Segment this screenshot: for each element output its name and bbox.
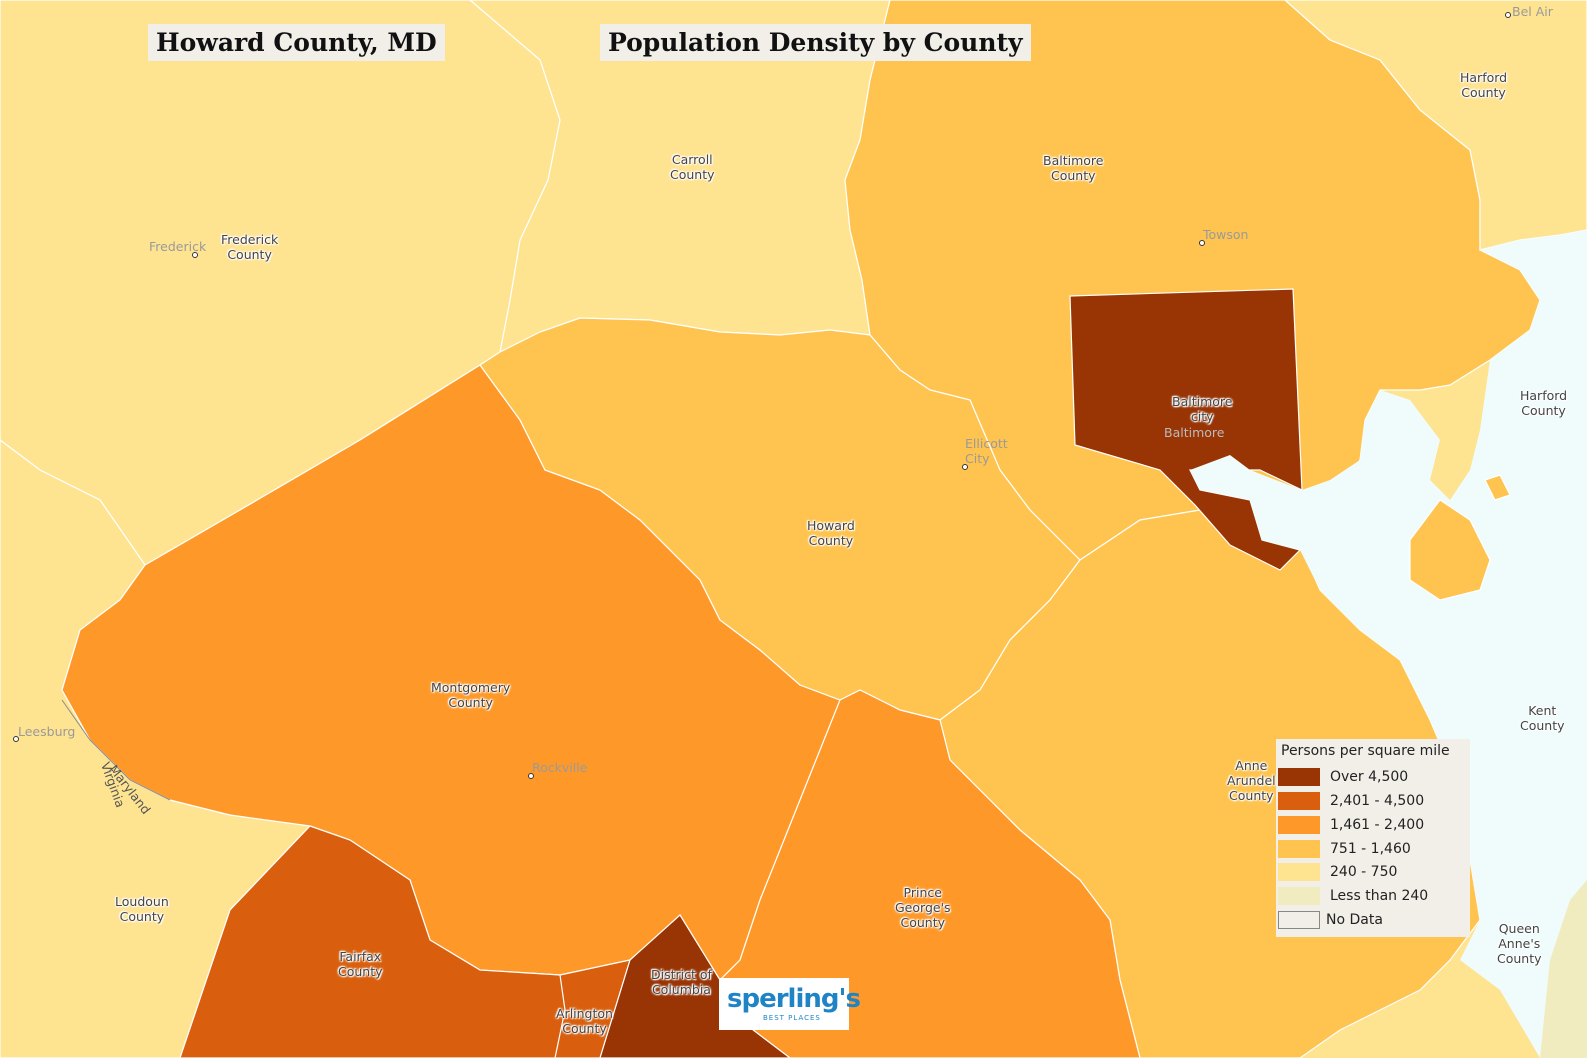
label-anne-arundel-county: Anne Arundel County xyxy=(1227,758,1276,803)
city-label-bel-air: Bel Air xyxy=(1512,4,1553,19)
label-prince-georges-county: Prince George's County xyxy=(895,885,951,930)
legend-swatch xyxy=(1278,863,1320,881)
legend-swatch xyxy=(1278,911,1320,929)
legend-label: No Data xyxy=(1326,912,1383,928)
legend-swatch xyxy=(1278,768,1320,786)
legend-item: 751 - 1,460 xyxy=(1278,838,1468,860)
legend-label: Less than 240 xyxy=(1330,888,1429,904)
label-carroll-county: Carroll County xyxy=(670,152,715,182)
legend-swatch xyxy=(1278,816,1320,834)
logo-tagline: BEST PLACES xyxy=(763,1014,821,1022)
label-arlington-county: Arlington County xyxy=(556,1006,613,1036)
label-baltimore-city: Baltimore city xyxy=(1172,394,1233,424)
sperlings-logo: sperling's BEST PLACES xyxy=(719,978,861,1030)
legend-label: 240 - 750 xyxy=(1330,864,1398,880)
label-fairfax-county: Fairfax County xyxy=(338,949,383,979)
city-label-leesburg: Leesburg xyxy=(18,724,76,739)
legend-swatch xyxy=(1278,887,1320,905)
label-kent-county: Kent County xyxy=(1520,703,1565,733)
arlington-county-region xyxy=(554,959,631,1058)
prince-georges-county-region xyxy=(719,689,1141,1058)
legend-item: 1,461 - 2,400 xyxy=(1278,814,1468,836)
state-boundary xyxy=(61,699,171,801)
city-label-baltimore: Baltimore xyxy=(1164,425,1225,440)
city-label-frederick: Frederick xyxy=(149,239,207,254)
city-dot-bel-air xyxy=(1505,12,1511,18)
eastern-shore-region xyxy=(1409,499,1491,601)
label-queen-annes-county: Queen Anne's County xyxy=(1497,921,1542,966)
city-label-rockville: Rockville xyxy=(532,760,588,775)
map-legend: Persons per square mile Over 4,500 2,401… xyxy=(1276,739,1470,937)
logo-wordmark: sperling's xyxy=(727,984,861,1014)
map-title-county: Howard County, MD xyxy=(148,24,445,61)
city-dot-frederick xyxy=(192,252,198,258)
queen-annes-shore-region xyxy=(1540,880,1587,1058)
label-frederick-county: Frederick County xyxy=(221,232,279,262)
legend-swatch xyxy=(1278,840,1320,858)
city-dot-rockville xyxy=(528,773,534,779)
map-title-subject: Population Density by County xyxy=(600,24,1031,61)
legend-swatch xyxy=(1278,792,1320,810)
harford-peninsula-region xyxy=(1484,474,1511,501)
city-dot-leesburg xyxy=(13,736,19,742)
legend-item: 240 - 750 xyxy=(1278,861,1468,883)
label-dc: District of Columbia xyxy=(651,967,712,997)
city-label-ellicott-city: Ellicott City xyxy=(965,436,1008,466)
chesapeake-bay xyxy=(1190,230,1587,1058)
city-dot-towson xyxy=(1199,240,1205,246)
label-loudoun-county: Loudoun County xyxy=(115,894,169,924)
legend-title: Persons per square mile xyxy=(1281,743,1450,759)
legend-item: 2,401 - 4,500 xyxy=(1278,790,1468,812)
legend-label: 1,461 - 2,400 xyxy=(1330,817,1425,833)
legend-label: 2,401 - 4,500 xyxy=(1330,793,1425,809)
legend-label: 751 - 1,460 xyxy=(1330,841,1411,857)
harford-county-region xyxy=(1284,0,1587,251)
legend-item: No Data xyxy=(1278,909,1468,931)
city-dot-ellicott-city xyxy=(962,464,968,470)
label-harford-county-right: Harford County xyxy=(1520,388,1568,418)
label-harford-county-top: Harford County xyxy=(1460,70,1508,100)
label-baltimore-county: Baltimore County xyxy=(1043,153,1104,183)
label-howard-county: Howard County xyxy=(807,518,855,548)
city-label-towson: Towson xyxy=(1203,227,1249,242)
legend-item: Less than 240 xyxy=(1278,885,1468,907)
label-montgomery-county: Montgomery County xyxy=(431,680,511,710)
legend-label: Over 4,500 xyxy=(1330,769,1409,785)
legend-item: Over 4,500 xyxy=(1278,766,1468,788)
